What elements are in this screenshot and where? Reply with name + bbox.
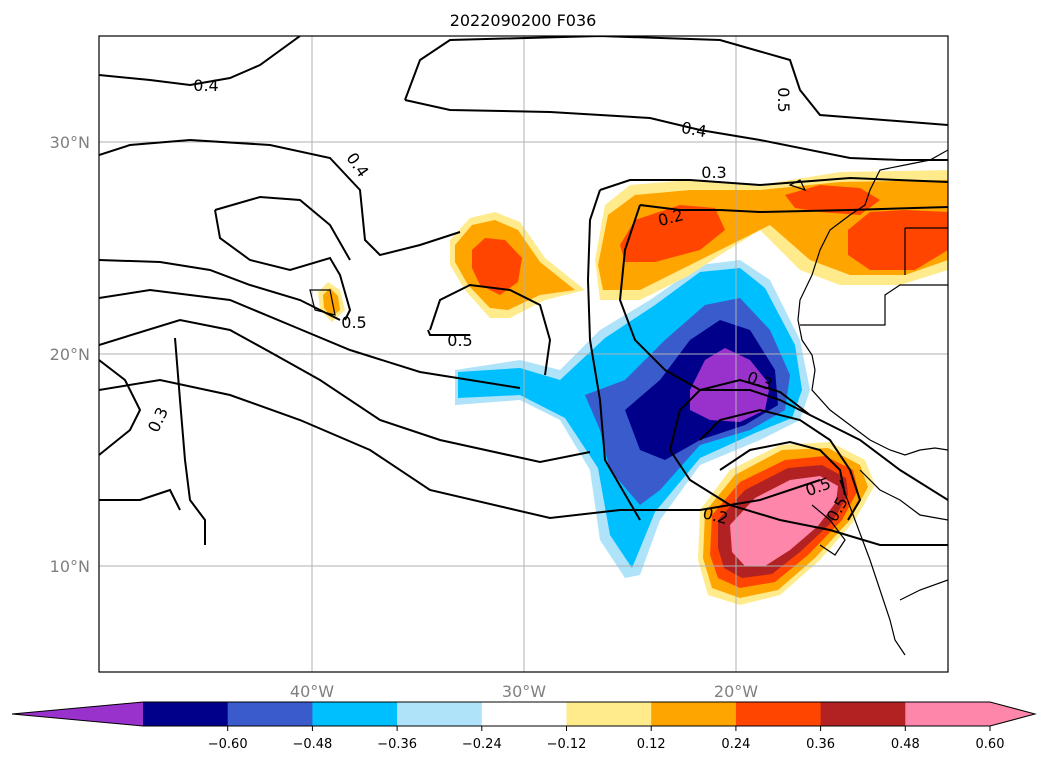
colorbar-tick-label: −0.36	[377, 737, 417, 752]
gridlines	[99, 36, 948, 672]
colorbar-bin	[566, 702, 652, 726]
colorbar-bin	[820, 702, 906, 726]
lat-label-30n: 30°N	[50, 133, 90, 152]
lon-label-20w: 20°W	[714, 682, 758, 701]
contour-label: 0.5	[447, 331, 472, 350]
shaded-field	[318, 170, 948, 605]
contour-label: 0.5	[341, 313, 366, 332]
colorbar-bin	[143, 702, 229, 726]
lat-label-10n: 10°N	[50, 557, 90, 576]
contour-label: 0.5	[774, 87, 793, 112]
colorbar-tick-label: −0.60	[208, 737, 248, 752]
colorbar: −0.60 −0.48 −0.36 −0.24 −0.12 0.12 0.24 0.36 0.4…	[11, 701, 1037, 752]
colorbar-extend-min	[12, 702, 143, 726]
pos-region-west-orange	[323, 288, 340, 317]
lon-label-30w: 30°W	[502, 682, 546, 701]
colorbar-tick-label: −0.12	[547, 737, 587, 752]
coastlines	[309, 149, 948, 656]
colorbar-bin	[312, 702, 398, 726]
pos-region-north-red2	[848, 210, 948, 270]
contour-label: 0.4	[193, 76, 218, 95]
contour-label: 0.3	[701, 163, 726, 182]
colorbar-tick-label: 0.60	[976, 737, 1005, 752]
colorbar-tick-label: 0.12	[637, 737, 666, 752]
colorbar-tick-label: 0.48	[891, 737, 920, 752]
lat-label-20n: 20°N	[50, 345, 90, 364]
contour-label: 0.4	[680, 118, 708, 141]
map-axes: 0.4 0.4 0.4 0.5 0.3 0.2 0.5 0.5 0.3 0.3 …	[50, 35, 949, 701]
neg-region-purple	[690, 348, 770, 422]
colorbar-bin	[651, 702, 737, 726]
pos-region-north-red1	[620, 205, 725, 262]
colorbar-extend-max	[990, 702, 1035, 726]
pos-region-north-red3	[785, 185, 880, 215]
contours	[99, 36, 948, 546]
colorbar-bin	[227, 702, 313, 726]
figure-title: 2022090200 F036	[450, 11, 597, 30]
map-frame	[98, 35, 949, 673]
pos-region-central-red	[472, 238, 522, 295]
colorbar-bin	[481, 702, 567, 726]
colorbar-bin	[397, 702, 483, 726]
colorbar-tick-label: 0.24	[721, 737, 750, 752]
colorbar-outline	[11, 701, 1037, 727]
colorbar-bin	[735, 702, 822, 726]
colorbar-tick-label: −0.48	[292, 737, 332, 752]
lon-label-40w: 40°W	[290, 682, 334, 701]
contour-label: 0.3	[144, 404, 172, 435]
colorbar-tick-label: −0.24	[462, 737, 502, 752]
colorbar-tick-label: 0.36	[806, 737, 835, 752]
colorbar-bin	[905, 702, 991, 726]
